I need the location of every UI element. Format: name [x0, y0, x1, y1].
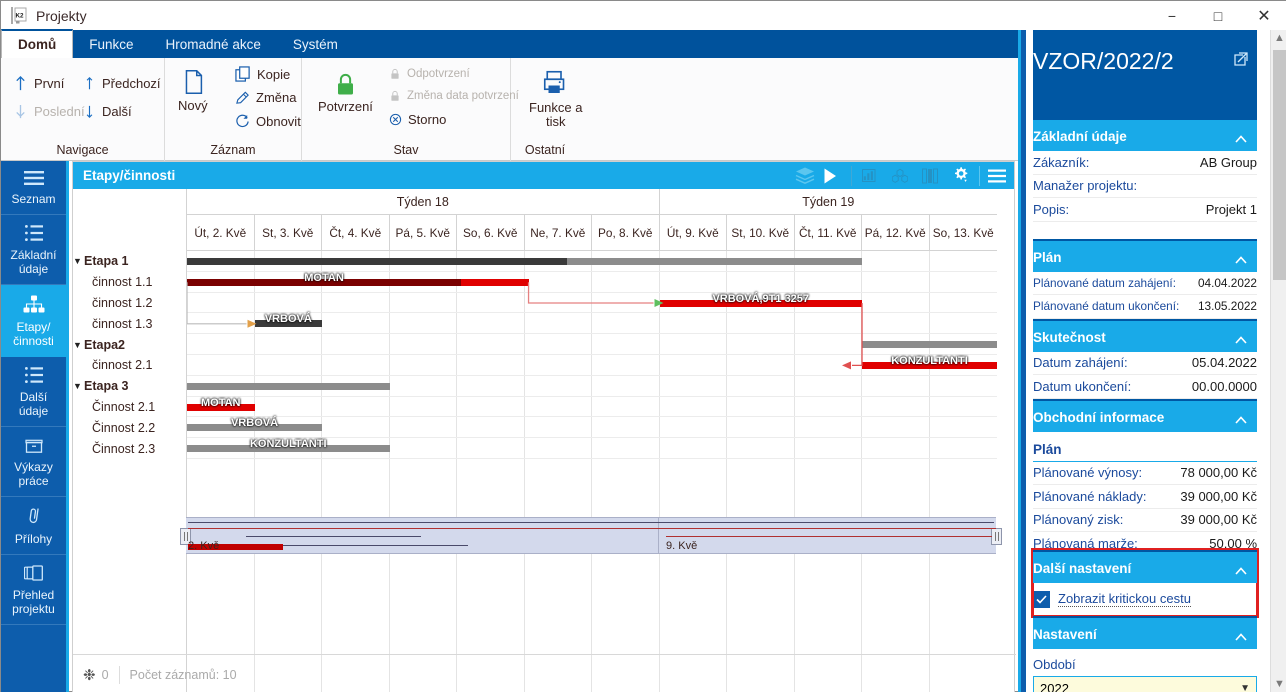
svg-text:K2: K2 [16, 13, 25, 20]
